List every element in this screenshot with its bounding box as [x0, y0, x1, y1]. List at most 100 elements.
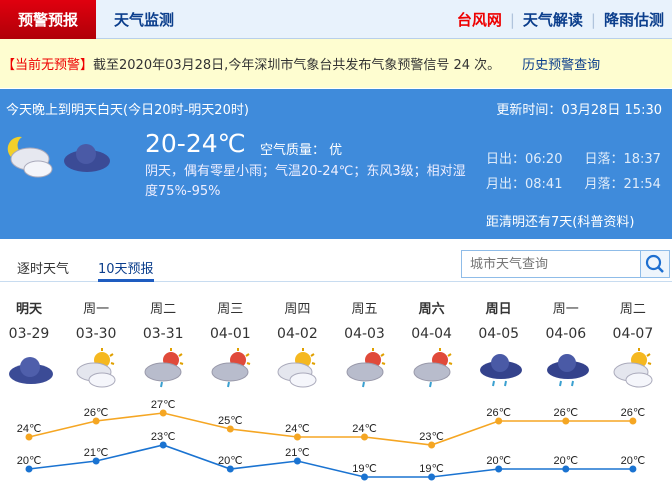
date-label: 03-30 [75, 326, 117, 342]
link-typhoon[interactable]: 台风网 [456, 11, 502, 29]
low-temp-point [495, 465, 503, 473]
temperature-chart: 24℃ 26℃ 27℃ 25℃ 24℃ 24℃ 23℃ 26℃ 26℃ 26℃ 20℃ 21℃ 23℃ 2… [17, 399, 646, 481]
high-temp-point [293, 433, 301, 441]
date-label: 03-29 [8, 326, 50, 342]
tab-weather-monitor[interactable]: 天气监测 [114, 10, 175, 29]
partly-cloudy-icon [277, 348, 317, 388]
moonrise: 月出：08:41 [486, 177, 563, 192]
high-temp-point [495, 417, 503, 425]
city-search-input[interactable] [462, 251, 640, 277]
forecast-day: 周四 04-02 [267, 298, 327, 388]
low-temp-point [159, 441, 167, 449]
low-temp-point [428, 473, 436, 481]
forecast-day: 明天 03-29 [0, 298, 59, 388]
tab-ten-day[interactable]: 10天预报 [98, 258, 154, 282]
low-temp-label: 20℃ [17, 455, 42, 467]
showers-icon [413, 348, 452, 388]
high-temp-point [92, 417, 100, 425]
qingming-link[interactable]: 距清明还有7天(科普资料) [486, 215, 635, 230]
showers-icon [211, 348, 251, 388]
partly-cloudy-icon [76, 348, 116, 388]
low-temp-point [92, 457, 100, 465]
rain-icon [479, 354, 522, 387]
day-label: 周三 [217, 302, 244, 317]
search-icon [645, 254, 664, 273]
tab-warning-forecast[interactable]: 预警预报 [0, 0, 96, 39]
link-weather-interpretation[interactable]: 天气解读 [522, 11, 583, 29]
low-temp-label: 19℃ [352, 463, 377, 475]
date-label: 04-07 [612, 326, 654, 342]
today-panel: 今天晚上到明天白天(今日20时-明天20时) 更新时间：03月28日 15:30… [0, 89, 672, 239]
night-cloudy-icon [7, 136, 53, 178]
day-label: 周一 [83, 302, 110, 317]
high-temp-point [428, 441, 436, 449]
day-label: 周一 [552, 302, 579, 317]
day-label: 周日 [485, 302, 512, 317]
date-label: 04-02 [277, 326, 318, 342]
warning-tag: 【当前无预警】 [2, 58, 94, 73]
low-temp-point [25, 465, 33, 473]
low-temp-line [28, 444, 633, 478]
day-label: 周二 [150, 302, 177, 317]
high-temp-label: 24℃ [17, 423, 42, 435]
forecast-day: 周六 04-04 [402, 298, 462, 388]
low-temp-point [629, 465, 637, 473]
date-label: 03-31 [142, 326, 184, 342]
low-temp-label: 20℃ [554, 455, 579, 467]
rain-icon [546, 354, 589, 387]
high-temp-label: 24℃ [285, 423, 310, 435]
low-temp-label: 20℃ [218, 455, 243, 467]
forecast-day: 周二 04-07 [603, 298, 663, 388]
city-search [461, 250, 670, 278]
overcast-icon [9, 357, 53, 384]
air-quality: 空气质量： 优 [260, 143, 343, 158]
day-label: 周五 [351, 302, 378, 317]
divider: | [590, 10, 596, 29]
date-label: 04-05 [478, 326, 520, 342]
partly-cloudy-icon [613, 348, 653, 388]
low-temp-label: 20℃ [486, 455, 511, 467]
high-temp-label: 27℃ [151, 399, 176, 411]
search-button[interactable] [640, 251, 669, 277]
forecast-day: 周一 03-30 [66, 298, 126, 388]
forecast-day: 周二 03-31 [133, 298, 193, 388]
low-temp-label: 21℃ [285, 447, 310, 459]
day-label: 周二 [619, 302, 646, 317]
warning-bar: 【当前无预警】 截至2020年03月28日,今年深圳市气象台共发布气象预警信号 … [0, 39, 672, 88]
top-nav: 预警预报 天气监测 台风网 | 天气解读 | 降雨估测 [0, 0, 672, 39]
day-label: 周六 [418, 302, 445, 317]
tab-hourly[interactable]: 逐时天气 [17, 262, 70, 277]
forecast-day: 周一 04-06 [536, 298, 596, 388]
high-temp-label: 23℃ [419, 431, 444, 443]
high-temp-point [629, 417, 637, 425]
link-rain-estimate[interactable]: 降雨估测 [603, 11, 664, 29]
low-temp-label: 23℃ [151, 431, 176, 443]
update-time: 更新时间：03月28日 15:30 [496, 103, 662, 118]
forecast-day: 周五 04-03 [335, 298, 395, 388]
date-label: 04-01 [209, 326, 251, 342]
date-label: 04-03 [344, 326, 385, 342]
high-temp-point [159, 409, 167, 417]
moonset: 月落：21:54 [584, 177, 661, 192]
forecast-day: 周日 04-05 [469, 298, 529, 388]
forecast-tabs: 逐时天气 10天预报 [0, 240, 672, 282]
high-temp-label: 26℃ [621, 407, 646, 419]
high-temp-point [226, 425, 234, 433]
high-temp-point [25, 433, 33, 441]
low-temp-point [293, 457, 301, 465]
overcast-icon [64, 144, 110, 172]
high-temp-line [28, 412, 633, 446]
sunrise: 日出：06:20 [486, 152, 563, 167]
high-temp-point [361, 433, 368, 441]
high-temp-point [562, 417, 570, 425]
low-temp-label: 21℃ [84, 447, 109, 459]
history-warning-link[interactable]: 历史预警查询 [522, 58, 601, 73]
divider: | [509, 10, 515, 29]
date-label: 04-04 [411, 326, 452, 342]
forecast-day: 周三 04-01 [200, 298, 260, 388]
weather-description: 阴天，偶有零星小雨；气温20-24℃；东风3级；相对湿度75%-95% [145, 164, 466, 199]
high-temp-label: 25℃ [218, 415, 243, 427]
low-temp-point [361, 473, 368, 481]
sun-moon-times: 日出：06:20 日落：18:37 月出：08:41 月落：21:54 [486, 147, 661, 197]
warning-text: 截至2020年03月28日,今年深圳市气象台共发布气象预警信号 24 次。 [93, 58, 501, 73]
